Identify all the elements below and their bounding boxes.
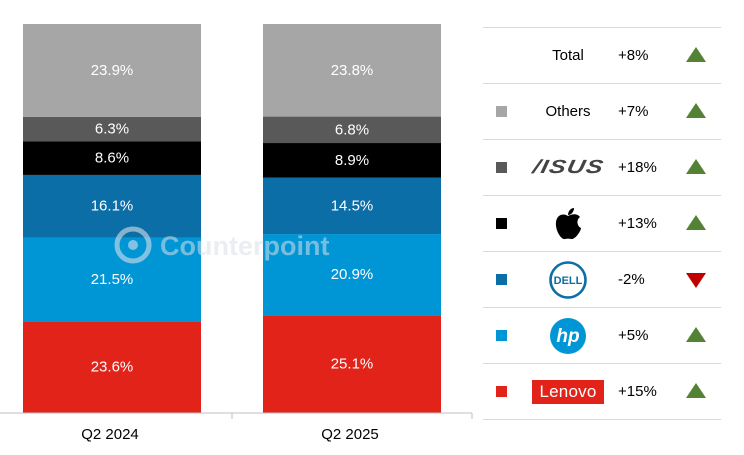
bar-segment-others-0 [23, 24, 201, 117]
legend-growth-value: +7% [618, 103, 649, 120]
bar-segment-hp-1 [263, 234, 441, 316]
bar-segment-others-1 [263, 24, 441, 117]
legend-row-apple: +13% [483, 195, 721, 251]
legend-swatch [496, 386, 507, 397]
watermark-logo-icon [114, 226, 152, 264]
dell-logo-text: DELL [554, 275, 583, 287]
hp-logo-text: hp [556, 326, 579, 347]
segment-labels: 23.6% 21.5% 16.1% 8.6% 6.3% 23.9% 25.1% 20.9% 14… [91, 62, 374, 376]
legend-growth-value: +18% [618, 159, 657, 176]
bar-segment-dell-1 [263, 177, 441, 235]
data-label-asus-1: 6.8% [335, 121, 369, 138]
bar-segment-lenovo-1 [263, 315, 441, 413]
bars-group [23, 24, 441, 413]
data-label-apple-0: 8.6% [95, 150, 129, 167]
asus-logo: /ISUS [530, 156, 606, 178]
bar-segment-dell-0 [23, 174, 201, 238]
triangle-up-icon [686, 103, 706, 118]
legend-growth-value: +8% [618, 47, 649, 64]
legend-row-lenovo: Lenovo +15% [483, 363, 721, 420]
legend-row-others: Others +7% [483, 83, 721, 139]
legend-brand-label: Total [552, 47, 584, 64]
triangle-up-icon [686, 47, 706, 62]
data-label-dell-0: 16.1% [91, 198, 134, 215]
data-label-lenovo-0: 23.6% [91, 359, 134, 376]
legend-growth-value: +13% [618, 215, 657, 232]
legend-row-total: Total +8% [483, 27, 721, 83]
watermark: Counterpoint [114, 226, 329, 264]
data-label-hp-1: 20.9% [331, 266, 374, 283]
legend-swatch [496, 106, 507, 117]
dell-logo: DELL [549, 260, 587, 299]
bar-segment-hp-0 [23, 237, 201, 322]
legend-row-dell: DELL -2% [483, 251, 721, 307]
legend-brand: Lenovo [523, 364, 613, 419]
legend-swatch [496, 330, 507, 341]
legend-brand: hp [523, 308, 613, 363]
hp-logo: hp [550, 317, 586, 354]
legend-row-asus: /ISUS +18% [483, 139, 721, 195]
legend-row-hp: hp +5% [483, 307, 721, 363]
watermark-text: Counterpoint [160, 231, 329, 261]
legend-brand: Others [523, 84, 613, 139]
legend-table: Total +8% Others +7% /ISUS +18% +13% DELL -2% hp +… [483, 27, 721, 420]
watermark-logo-dot [128, 240, 138, 250]
legend-brand-label: Others [545, 103, 591, 120]
legend-brand: /ISUS [523, 140, 613, 195]
data-label-dell-1: 14.5% [331, 197, 374, 214]
legend-growth-value: -2% [618, 271, 645, 288]
data-label-lenovo-1: 25.1% [331, 356, 374, 373]
legend-swatch [496, 162, 507, 173]
legend-swatch [496, 274, 507, 285]
apple-logo [555, 207, 581, 239]
x-tick-label: Q2 2024 [81, 426, 139, 443]
triangle-down-icon [686, 273, 706, 288]
triangle-up-icon [686, 327, 706, 342]
legend-growth-value: +5% [618, 327, 649, 344]
data-label-others-1: 23.8% [331, 62, 374, 79]
bar-segment-apple-0 [23, 141, 201, 175]
legend-brand: Total [523, 28, 613, 83]
legend-brand [523, 196, 613, 251]
data-label-hp-0: 21.5% [91, 271, 134, 288]
triangle-up-icon [686, 215, 706, 230]
triangle-up-icon [686, 159, 706, 174]
bar-segment-apple-1 [263, 143, 441, 178]
category-labels: Q2 2024 Q2 2025 [81, 426, 379, 443]
data-label-asus-0: 6.3% [95, 121, 129, 138]
data-label-others-0: 23.9% [91, 62, 134, 79]
legend-swatch [496, 218, 507, 229]
triangle-up-icon [686, 383, 706, 398]
x-tick-label: Q2 2025 [321, 426, 379, 443]
lenovo-logo: Lenovo [531, 379, 605, 404]
bar-segment-asus-1 [263, 116, 441, 144]
bar-segment-lenovo-0 [23, 321, 201, 413]
legend-growth-value: +15% [618, 383, 657, 400]
bar-segment-asus-0 [23, 116, 201, 142]
data-label-apple-1: 8.9% [335, 152, 369, 169]
legend-brand: DELL [523, 252, 613, 307]
